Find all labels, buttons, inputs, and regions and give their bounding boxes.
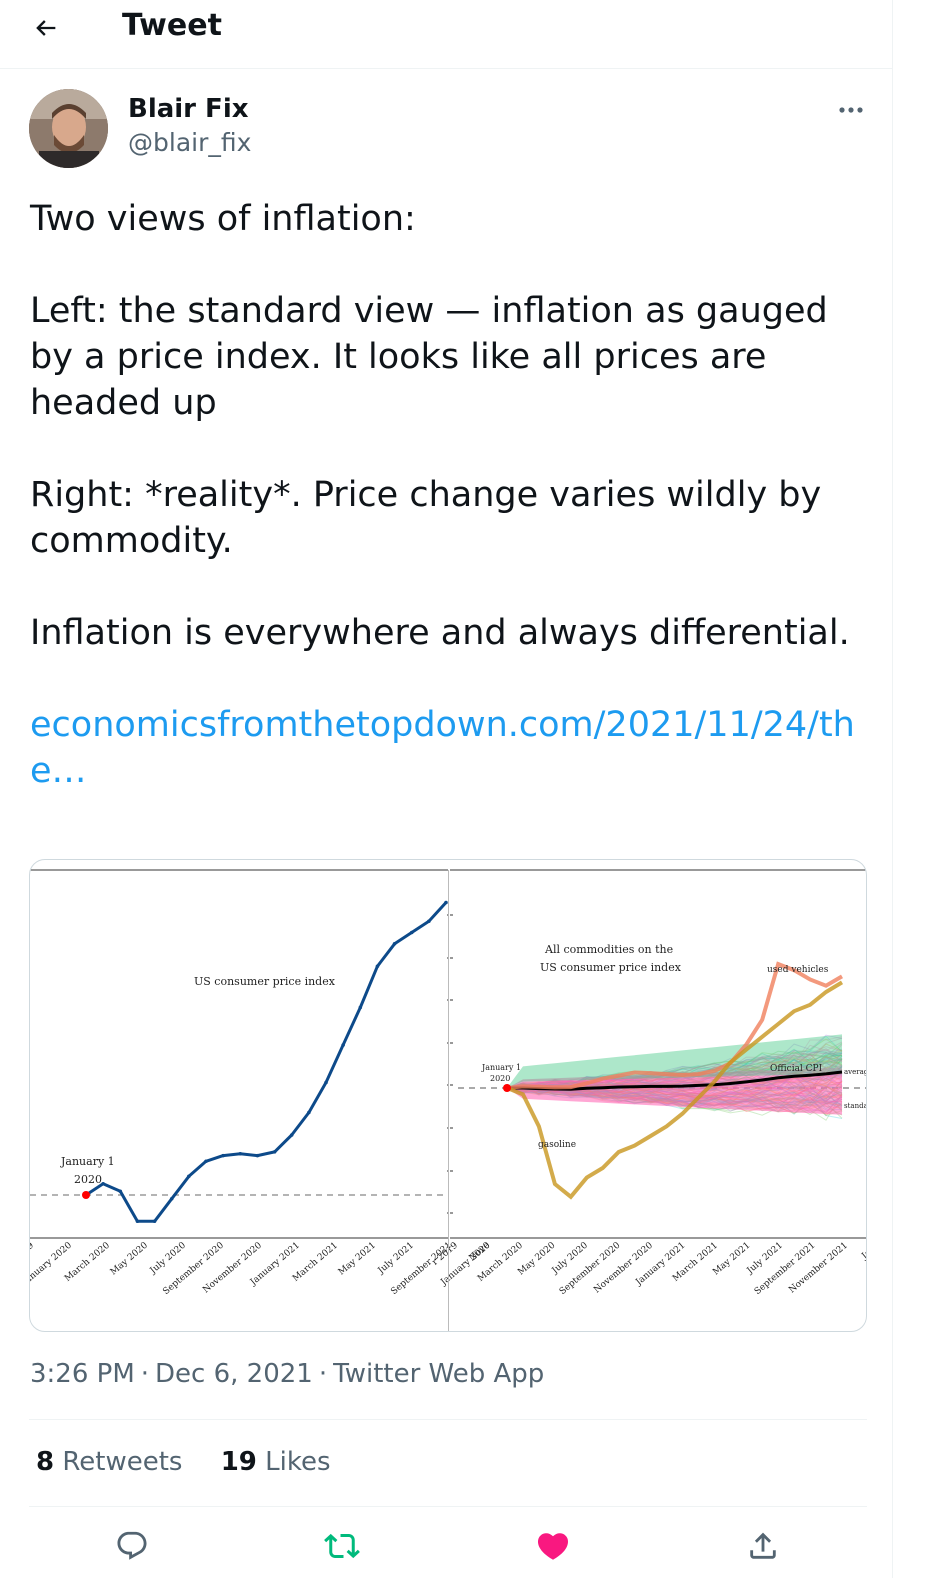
data-point (204, 1159, 208, 1164)
likes-stat[interactable]: 19 Likes (220, 1447, 331, 1477)
data-point (255, 1153, 260, 1158)
annotation-label: gasoline (538, 1140, 576, 1150)
tweet-text: Two views of inflation: Left: the standa… (30, 196, 860, 794)
start-marker (503, 1084, 511, 1092)
data-point (118, 1189, 123, 1194)
commodity-band (507, 1034, 842, 1088)
timeline-column (892, 0, 893, 1578)
arrow-left-icon (36, 20, 56, 36)
data-point (375, 964, 380, 969)
back-button[interactable] (26, 8, 66, 48)
tweet-time[interactable]: 3:26 PM (30, 1359, 135, 1389)
data-point (392, 941, 397, 946)
annotation-label: January 1 (481, 1063, 521, 1072)
data-point (272, 1150, 277, 1154)
tweet-paragraph: Inflation is everywhere and always diffe… (30, 613, 850, 653)
chart-title-left: US consumer price index (194, 975, 336, 988)
divider (29, 1506, 867, 1507)
chart-title-right: US consumer price index (540, 961, 682, 974)
x-tick-label: May 2020 (109, 1240, 150, 1277)
tweet-paragraph: Left: the standard view — inflation as g… (30, 291, 828, 423)
chart-image: US consumer price index January 1 2020 r 20… (30, 869, 866, 1331)
tweet-stats: 8 Retweets 19 Likes (36, 1445, 361, 1479)
tweet-paragraph: Two views of inflation: (30, 199, 416, 239)
annotation-label: Official CPI (770, 1064, 823, 1074)
data-point (101, 1181, 105, 1186)
data-point (341, 1043, 345, 1047)
tweet-actions (0, 1520, 893, 1578)
annotation-label: averag (844, 1068, 866, 1076)
tweet-paragraph: Right: *reality*. Price change varies wi… (30, 475, 822, 561)
data-point (221, 1153, 225, 1158)
series-line-used-vehicles (506, 961, 844, 1090)
data-point (152, 1219, 157, 1224)
x-tick-label: November 2020 (592, 1240, 655, 1295)
data-point (444, 900, 448, 905)
data-point (135, 1219, 140, 1224)
page-title: Tweet (122, 8, 222, 43)
share-button[interactable] (741, 1524, 785, 1568)
like-icon (537, 1533, 569, 1560)
tweet-media-image[interactable]: US consumer price index January 1 2020 r 20… (29, 859, 867, 1332)
x-tick-label: Janu (859, 1241, 866, 1263)
retweets-stat[interactable]: 8 Retweets (36, 1447, 183, 1477)
avatar[interactable] (29, 89, 108, 168)
data-point (358, 1005, 363, 1010)
data-point (427, 919, 431, 924)
retweet-button[interactable] (320, 1524, 364, 1568)
author-name[interactable]: Blair Fix (128, 94, 249, 124)
share-icon (750, 1532, 776, 1559)
annotation-label: 2020 (74, 1173, 102, 1186)
tweet-client[interactable]: Twitter Web App (333, 1359, 545, 1389)
x-tick-label: November 2021 (787, 1241, 850, 1296)
x-tick-label: May 2021 (337, 1241, 378, 1278)
tweet-link[interactable]: economicsfromthetopdown.com/2021/11/24/t… (30, 705, 855, 791)
data-point (324, 1080, 328, 1085)
start-marker (82, 1191, 90, 1199)
tweet-meta: 3:26 PM · Dec 6, 2021 · Twitter Web App (30, 1359, 545, 1389)
annotation-label: used vehicles (767, 965, 829, 975)
annotation-label: standar (844, 1102, 866, 1110)
chart-title-right: All commodities on the (544, 943, 673, 956)
x-tick-label: r 2019 (30, 1240, 36, 1267)
cpi-series-line (85, 901, 448, 1223)
more-button[interactable] (834, 96, 868, 124)
more-icon (839, 107, 863, 113)
tweet-date[interactable]: Dec 6, 2021 (155, 1359, 313, 1389)
page-header: Tweet (0, 0, 893, 69)
author-handle[interactable]: @blair_fix (128, 128, 252, 157)
like-button[interactable] (531, 1524, 575, 1568)
data-point (187, 1174, 191, 1179)
data-point (238, 1151, 243, 1156)
divider (29, 1419, 867, 1420)
series-line-gasoline (506, 980, 844, 1200)
data-point (169, 1196, 174, 1201)
reply-icon (117, 1531, 147, 1560)
data-point (307, 1110, 311, 1115)
data-point (409, 930, 414, 935)
avatar-photo (29, 89, 108, 168)
annotation-label: January 1 (60, 1155, 115, 1168)
x-tick-label: September 2020 (558, 1240, 623, 1297)
annotation-label: 2020 (490, 1074, 510, 1083)
data-point (289, 1133, 294, 1137)
retweet-icon (324, 1533, 360, 1559)
reply-button[interactable] (110, 1524, 154, 1568)
x-tick-label: September 2021 (753, 1241, 818, 1297)
